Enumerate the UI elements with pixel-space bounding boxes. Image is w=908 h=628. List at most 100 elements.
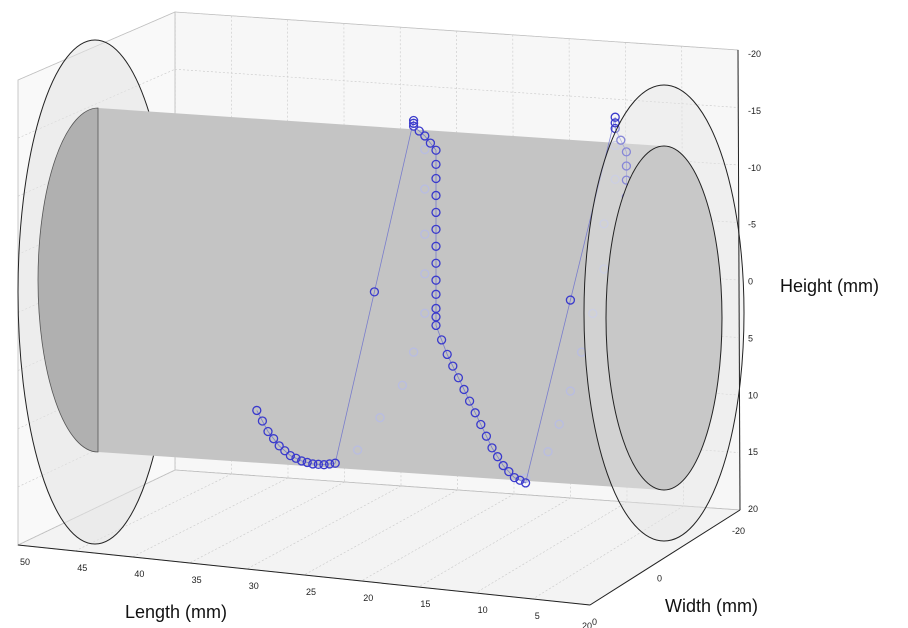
z-tick-label: 15	[748, 447, 758, 457]
data-point	[476, 419, 486, 430]
hidden-data-point	[420, 184, 430, 194]
data-point	[313, 459, 324, 469]
data-point	[431, 145, 441, 155]
data-point	[431, 320, 441, 331]
x-tick-label: 0	[592, 617, 597, 627]
data-point	[431, 173, 441, 184]
data-point	[408, 118, 419, 128]
data-point	[414, 126, 424, 136]
z-axis-ticks: -20 -15 -10 -5 0 5 10 15 20	[748, 49, 761, 514]
data-point	[470, 408, 480, 418]
x-tick-label: 45	[77, 563, 87, 573]
hidden-data-point	[420, 308, 430, 319]
grid-line	[361, 493, 515, 582]
data-point	[481, 431, 492, 441]
z-axis-line	[737, 49, 741, 511]
data-point	[459, 384, 469, 395]
x-tick-label: 35	[192, 575, 202, 585]
hidden-data-point	[420, 229, 430, 239]
data-point	[621, 161, 632, 171]
data-point	[257, 416, 268, 426]
data-point	[408, 115, 419, 126]
y-tick-label: -20	[732, 526, 745, 536]
data-point	[431, 207, 441, 218]
x-tick-label: 5	[535, 611, 540, 621]
data-point	[252, 405, 262, 416]
hidden-data-point	[599, 219, 609, 229]
y-tick-label: 20	[582, 621, 592, 628]
hidden-data-point	[420, 269, 430, 279]
data-point	[498, 460, 508, 471]
data-point	[302, 457, 312, 468]
z-tick-label: 20	[748, 504, 758, 514]
hidden-data-point	[375, 412, 385, 423]
data-point	[464, 396, 475, 406]
data-point	[616, 135, 626, 145]
helix-hidden-points	[352, 140, 620, 484]
data-point	[453, 373, 464, 383]
axis-lines	[17, 49, 741, 606]
data-point	[431, 241, 441, 251]
z-tick-label: -5	[748, 220, 756, 230]
data-point	[420, 131, 430, 141]
data-point	[487, 443, 497, 453]
data-point	[324, 459, 335, 469]
hidden-data-point	[543, 446, 553, 457]
data-point	[330, 458, 340, 468]
data-point	[565, 295, 576, 305]
data-point	[504, 466, 514, 477]
data-point	[431, 224, 441, 235]
data-point	[431, 159, 441, 170]
data-point	[280, 446, 290, 456]
data-point	[308, 459, 318, 469]
z-tick-label: 0	[748, 277, 753, 287]
y-axis-ticks: -20 020	[582, 526, 745, 628]
x-tick-label: 10	[478, 605, 488, 615]
data-point	[610, 118, 620, 128]
grid-line	[303, 489, 458, 576]
z-tick-label: -10	[748, 163, 761, 173]
data-point	[263, 426, 273, 437]
hidden-data-point	[610, 174, 620, 185]
z-tick-label: 5	[748, 333, 753, 343]
data-point	[291, 453, 301, 463]
data-point	[448, 361, 458, 371]
grid-line	[132, 477, 289, 558]
hidden-data-point	[352, 445, 363, 455]
x-tick-label: 25	[306, 587, 316, 597]
grid-line	[532, 505, 684, 600]
data-point	[621, 147, 632, 157]
y-axis-line	[589, 509, 741, 606]
hidden-data-point	[420, 144, 430, 155]
data-point	[610, 112, 620, 122]
cylinder-right-end	[605, 145, 723, 491]
data-point	[431, 289, 441, 299]
grid-line	[17, 469, 176, 546]
cylinder	[37, 107, 662, 490]
grid-line	[246, 485, 402, 570]
data-point	[436, 335, 447, 345]
data-point	[425, 138, 436, 148]
data-point	[319, 460, 329, 470]
z-tick-label: -15	[748, 106, 761, 116]
z-axis-label: Height (mm)	[780, 276, 879, 296]
hidden-data-point	[588, 308, 598, 319]
x-tick-label: 30	[249, 581, 259, 591]
z-tick-label: 10	[748, 390, 758, 400]
hidden-data-point	[554, 419, 564, 429]
data-point	[369, 287, 380, 297]
cylinder-body	[98, 108, 662, 490]
x-axis-line	[17, 544, 591, 606]
data-point	[274, 441, 284, 451]
z-tick-label: -20	[748, 49, 761, 59]
data-point	[509, 472, 520, 483]
data-point	[296, 456, 307, 466]
grid-line	[189, 481, 345, 564]
data-point	[515, 475, 525, 485]
hidden-data-point	[610, 140, 620, 151]
data-point	[408, 121, 419, 131]
x-tick-label: 15	[420, 599, 430, 609]
data-point	[268, 434, 279, 444]
